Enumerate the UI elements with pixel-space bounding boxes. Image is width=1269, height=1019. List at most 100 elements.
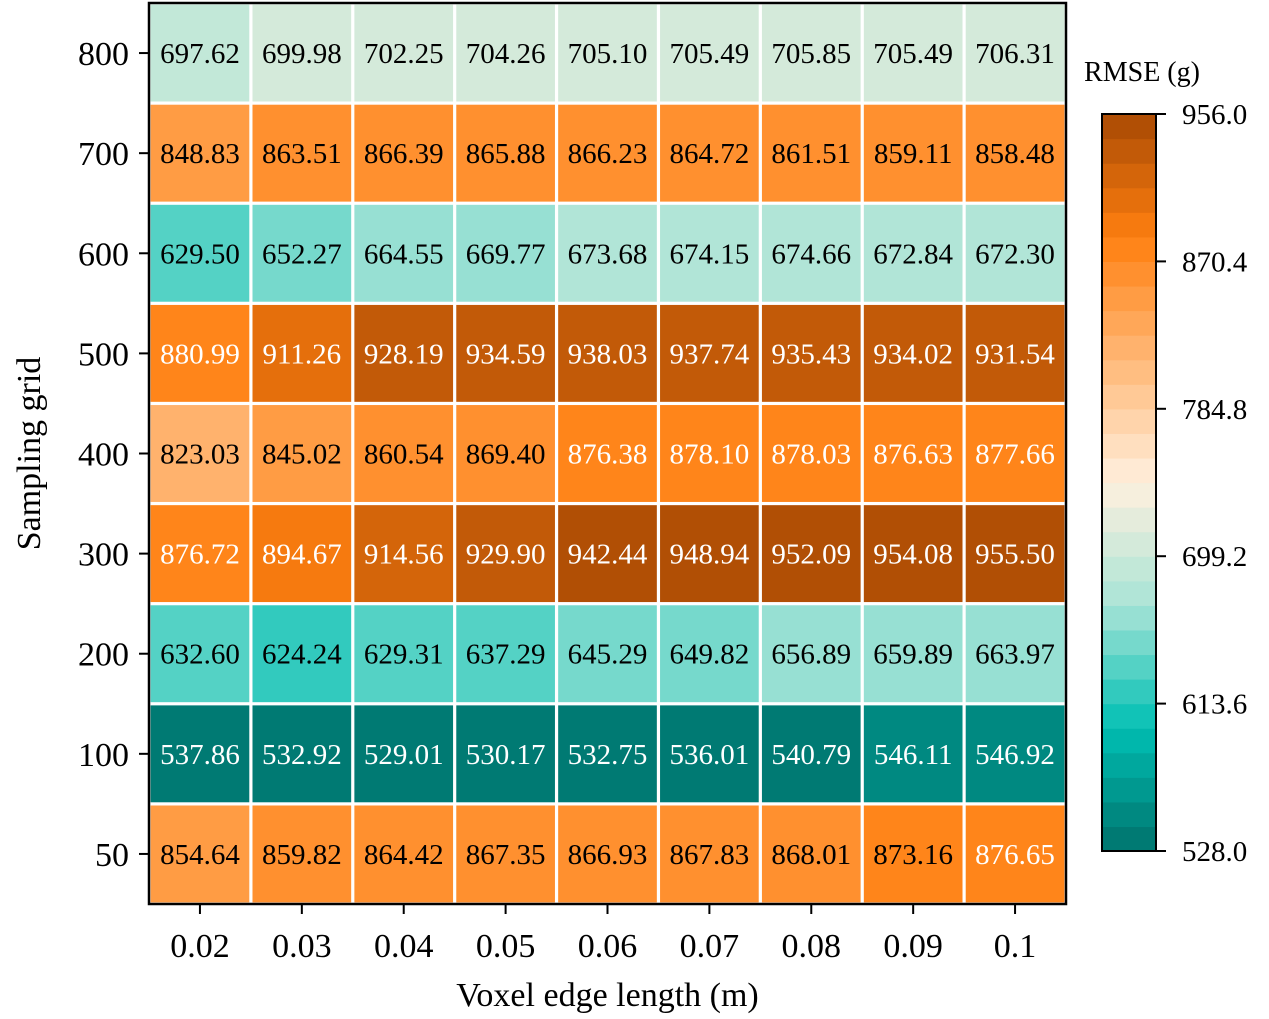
cell-value-label: 864.72 <box>670 138 750 170</box>
cell-value-label: 866.23 <box>568 138 648 170</box>
cell-value-label: 546.11 <box>874 739 953 771</box>
cell-value-label: 637.29 <box>466 639 546 671</box>
cell-value-label: 858.48 <box>975 138 1055 170</box>
cell-value-label: 674.66 <box>771 238 851 270</box>
cell-value-label: 867.35 <box>466 839 546 871</box>
colorbar-tick-label: 528.0 <box>1182 836 1247 868</box>
heatmap-cell <box>660 104 759 202</box>
heatmap-cell <box>456 204 555 302</box>
heatmap-cell <box>863 705 963 803</box>
heatmap-cells: 697.62 699.98 702.25 704.26 705.10 705.49 705.… <box>149 3 1066 904</box>
heatmap-cell <box>354 505 454 603</box>
colorbar-level <box>1102 138 1156 164</box>
heatmap-cell <box>965 505 1065 603</box>
heatmap-cell <box>761 304 861 402</box>
cell-value-label: 937.74 <box>670 338 750 370</box>
heatmap-cell <box>558 4 657 102</box>
heatmap-cell <box>354 705 454 803</box>
heatmap-cell <box>660 605 759 703</box>
heatmap-cell <box>252 605 352 703</box>
heatmap-cell <box>558 805 657 903</box>
cell-value-label: 873.16 <box>873 839 953 871</box>
heatmap-cell <box>965 705 1065 803</box>
cell-value-label: 935.43 <box>771 338 851 370</box>
cell-value-label: 540.79 <box>771 739 851 771</box>
heatmap-cell <box>558 405 657 502</box>
colorbar-level <box>1102 433 1156 459</box>
y-tick-label: 300 <box>78 537 129 574</box>
heatmap-cell <box>150 204 250 302</box>
cell-value-label: 706.31 <box>975 38 1055 70</box>
heatmap-cell <box>150 805 250 903</box>
heatmap-cell <box>456 505 555 603</box>
heatmap-cell <box>354 104 454 202</box>
y-tick-label: 200 <box>78 637 129 674</box>
colorbar-tick-label: 784.8 <box>1182 394 1247 426</box>
heatmap-cell <box>456 4 555 102</box>
colorbar-tick-label: 870.4 <box>1182 246 1248 278</box>
cell-value-label: 914.56 <box>364 539 444 571</box>
cell-value-label: 705.85 <box>771 38 851 70</box>
cell-value-label: 878.03 <box>771 439 851 471</box>
heatmap-cell <box>761 605 861 703</box>
cell-value-label: 928.19 <box>364 338 444 370</box>
y-tick-label: 50 <box>95 837 129 874</box>
cell-value-label: 659.89 <box>873 639 953 671</box>
cell-value-label: 929.90 <box>466 539 546 571</box>
colorbar-level <box>1102 187 1156 213</box>
x-tick-label: 0.1 <box>994 928 1037 965</box>
cell-value-label: 864.42 <box>364 839 444 871</box>
y-axis: 800 700 600 500 400 300 200 100 50 <box>78 36 149 874</box>
colorbar-level <box>1102 654 1156 680</box>
cell-value-label: 705.10 <box>568 38 648 70</box>
colorbar-level <box>1102 728 1156 754</box>
cell-value-label: 672.30 <box>975 238 1055 270</box>
heatmap-cell <box>965 104 1065 202</box>
cell-value-label: 532.92 <box>262 739 342 771</box>
heatmap-cell <box>456 405 555 502</box>
cell-value-label: 866.93 <box>568 839 648 871</box>
x-axis-title: Voxel edge length (m) <box>456 977 758 1014</box>
cell-value-label: 859.82 <box>262 839 342 871</box>
heatmap-cell <box>965 405 1065 502</box>
heatmap-cell <box>252 4 352 102</box>
cell-value-label: 629.50 <box>160 238 240 270</box>
heatmap-cell <box>456 705 555 803</box>
cell-value-label: 878.10 <box>670 439 750 471</box>
cell-value-label: 876.63 <box>873 439 953 471</box>
heatmap-cell <box>150 104 250 202</box>
colorbar-level <box>1102 212 1156 238</box>
heatmap-cell <box>252 805 352 903</box>
colorbar-level <box>1102 285 1156 312</box>
cell-value-label: 649.82 <box>670 639 750 671</box>
cell-value-label: 934.02 <box>873 338 953 370</box>
colorbar-level <box>1102 163 1156 189</box>
heatmap-cell <box>252 204 352 302</box>
heatmap-cell <box>660 304 759 402</box>
cell-value-label: 880.99 <box>160 338 240 370</box>
colorbar-level <box>1102 826 1156 852</box>
y-tick-label: 600 <box>78 236 129 273</box>
colorbar-tick-label: 699.2 <box>1182 541 1247 573</box>
heatmap-cell <box>863 405 963 502</box>
colorbar-level <box>1102 507 1156 533</box>
cell-value-label: 699.98 <box>262 38 342 70</box>
cell-value-label: 876.38 <box>568 439 648 471</box>
colorbar-level <box>1102 236 1156 262</box>
y-tick-label: 800 <box>78 36 129 73</box>
colorbar-level <box>1102 679 1156 705</box>
heatmap-cell <box>761 705 861 803</box>
cell-value-label: 629.31 <box>364 639 444 671</box>
heatmap-cell <box>252 304 352 402</box>
cell-value-label: 663.97 <box>975 639 1055 671</box>
heatmap-cell <box>761 805 861 903</box>
heatmap-cell <box>761 104 861 202</box>
cell-value-label: 934.59 <box>466 338 546 370</box>
cell-value-label: 697.62 <box>160 38 240 70</box>
colorbar: 528.0 613.6 699.2 784.8 870.4 956.0 <box>1101 99 1248 868</box>
cell-value-label: 823.03 <box>160 439 240 471</box>
heatmap-cell <box>150 705 250 803</box>
heatmap-cell <box>965 605 1065 703</box>
heatmap-cell <box>252 505 352 603</box>
